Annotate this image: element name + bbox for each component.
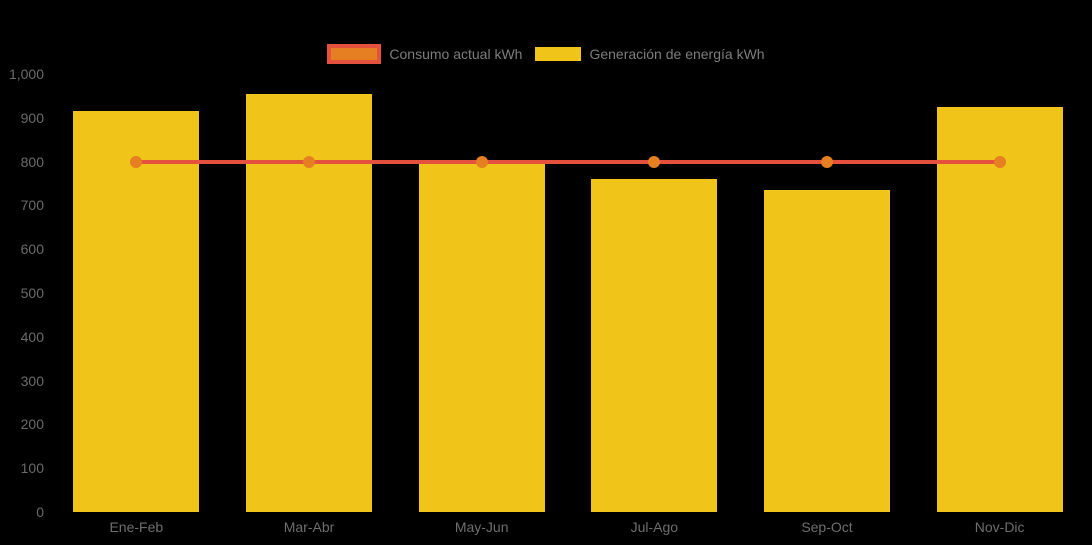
x-tick-label: Ene-Feb — [109, 519, 164, 535]
y-tick-label: 900 — [20, 109, 44, 126]
legend-item-consumo: Consumo actual kWh — [327, 44, 522, 64]
consumption-line-point — [648, 155, 661, 168]
consumption-line-segment — [481, 159, 655, 164]
y-tick-label: 600 — [20, 241, 44, 258]
legend-label-consumo: Consumo actual kWh — [389, 46, 523, 62]
consumption-line-point — [130, 155, 143, 168]
x-tick-label: Mar-Abr — [283, 519, 335, 535]
y-tick-label: 1,000 — [8, 66, 44, 82]
y-tick-label: 200 — [20, 416, 44, 433]
legend-label-generacion: Generación de energía kWh — [589, 46, 765, 62]
consumption-line-segment — [654, 159, 827, 164]
consumption-line-segment — [827, 159, 1000, 164]
generation-bar — [764, 190, 890, 512]
y-tick-label: 300 — [20, 372, 44, 389]
generation-bar — [936, 106, 1063, 512]
generation-bar — [418, 163, 545, 512]
generation-bar — [73, 111, 200, 512]
y-tick-label: 500 — [20, 285, 44, 301]
chart-legend: Consumo actual kWh Generación de energía… — [0, 44, 1092, 64]
legend-item-generacion: Generación de energía kWh — [535, 44, 765, 64]
legend-swatch-line-icon — [327, 44, 382, 64]
consumption-line-point — [993, 155, 1006, 168]
y-tick-label: 700 — [20, 197, 44, 214]
consumption-line-point — [303, 155, 315, 168]
y-tick-label: 0 — [36, 504, 44, 520]
consumption-line-segment — [309, 159, 482, 164]
consumption-line-point — [821, 155, 833, 168]
consumption-line-segment — [136, 159, 309, 164]
x-tick-label: Jul-Ago — [630, 519, 679, 535]
consumption-line-point — [475, 155, 488, 168]
x-tick-label: Nov-Dic — [974, 519, 1025, 535]
y-tick-label: 400 — [20, 328, 44, 345]
y-tick-label: 100 — [20, 460, 44, 477]
x-tick-label: Sep-Oct — [801, 519, 853, 535]
legend-swatch-bar-icon — [535, 47, 582, 61]
y-tick-label: 800 — [20, 153, 44, 170]
x-tick-label: May-Jun — [454, 519, 509, 535]
generation-bar — [591, 179, 718, 512]
